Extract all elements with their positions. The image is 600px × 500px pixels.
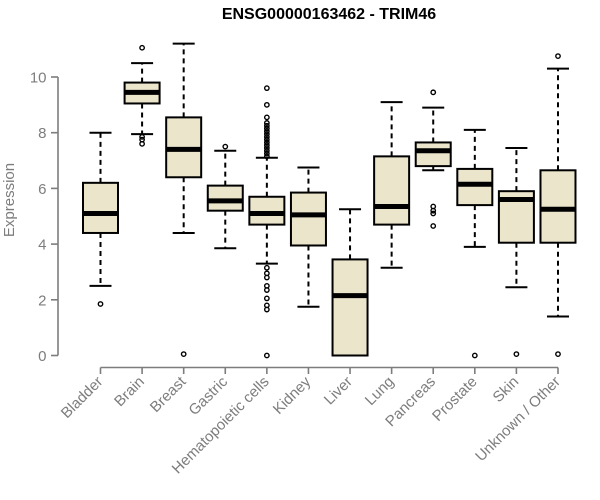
x-category-label: Breast <box>147 373 190 416</box>
x-category-label: Liver <box>321 373 356 408</box>
outlier-point <box>263 142 270 149</box>
iqr-box <box>373 155 411 226</box>
outlier-point <box>263 145 270 151</box>
outlier-point <box>263 114 270 121</box>
x-category-label: Prostate <box>429 373 481 425</box>
outlier-point <box>263 352 270 359</box>
chart-title: ENSG00000163462 - TRIM46 <box>221 6 437 23</box>
outlier-point <box>263 295 270 302</box>
outlier-point <box>97 301 104 307</box>
outlier-point <box>263 150 270 157</box>
outlier-point <box>263 139 270 146</box>
x-category-label: Brain <box>111 373 148 410</box>
outlier-point <box>263 306 270 313</box>
outlier-point <box>555 53 561 60</box>
iqr-box <box>414 141 452 168</box>
outlier-point <box>263 287 270 293</box>
box-group <box>373 101 411 269</box>
outlier-point <box>222 143 229 150</box>
box-group <box>456 128 494 359</box>
box-group <box>206 143 244 250</box>
iqr-box <box>456 167 494 207</box>
y-tick-label: 10 <box>30 70 47 87</box>
outlier-point <box>139 140 145 147</box>
outlier-point <box>263 122 270 129</box>
outlier-point <box>430 223 437 229</box>
x-category-label: Lung <box>362 373 398 409</box>
outlier-point <box>263 101 270 108</box>
y-tick-label: 0 <box>38 348 46 365</box>
box-group <box>123 44 161 147</box>
box-group <box>414 89 452 229</box>
x-category-label: Bladder <box>58 373 107 422</box>
iqr-box <box>248 195 286 226</box>
y-tick-label: 2 <box>38 292 46 309</box>
y-tick-label: 4 <box>38 237 46 254</box>
box-group <box>497 147 535 358</box>
y-axis-title: Expression <box>1 163 18 237</box>
outlier-point <box>139 133 145 140</box>
box-group <box>165 42 203 358</box>
outlier-point <box>263 125 270 132</box>
y-tick-label: 8 <box>38 125 46 142</box>
outlier-point <box>263 274 270 281</box>
x-category-label: Skin <box>490 373 523 406</box>
outlier-point <box>263 147 270 154</box>
outlier-point <box>263 128 270 135</box>
iqr-box <box>206 184 244 212</box>
outlier-point <box>263 264 270 271</box>
outlier-point <box>513 351 520 358</box>
iqr-box <box>331 258 369 357</box>
outlier-point <box>263 133 270 140</box>
outlier-point <box>263 153 270 160</box>
y-tick-label: 6 <box>38 181 46 198</box>
outlier-point <box>555 351 561 358</box>
iqr-box <box>289 191 327 247</box>
outlier-point <box>471 352 478 359</box>
x-category-label: Kidney <box>270 373 315 418</box>
outlier-point <box>263 136 270 143</box>
outlier-point <box>263 120 270 126</box>
iqr-box <box>539 169 577 244</box>
outlier-point <box>430 207 437 214</box>
outlier-point <box>180 351 187 358</box>
iqr-box <box>82 181 119 234</box>
box-group <box>82 131 119 307</box>
y-axis: 0 2 4 6 8 10 Expression <box>1 70 59 365</box>
box-group <box>289 166 327 308</box>
box-group <box>331 208 369 357</box>
box-group <box>248 85 286 359</box>
box-group <box>539 53 577 358</box>
outlier-point <box>430 89 437 96</box>
outlier-point <box>430 210 437 217</box>
outlier-point <box>139 44 145 51</box>
outlier-point <box>263 131 270 137</box>
outlier-point <box>263 85 270 92</box>
